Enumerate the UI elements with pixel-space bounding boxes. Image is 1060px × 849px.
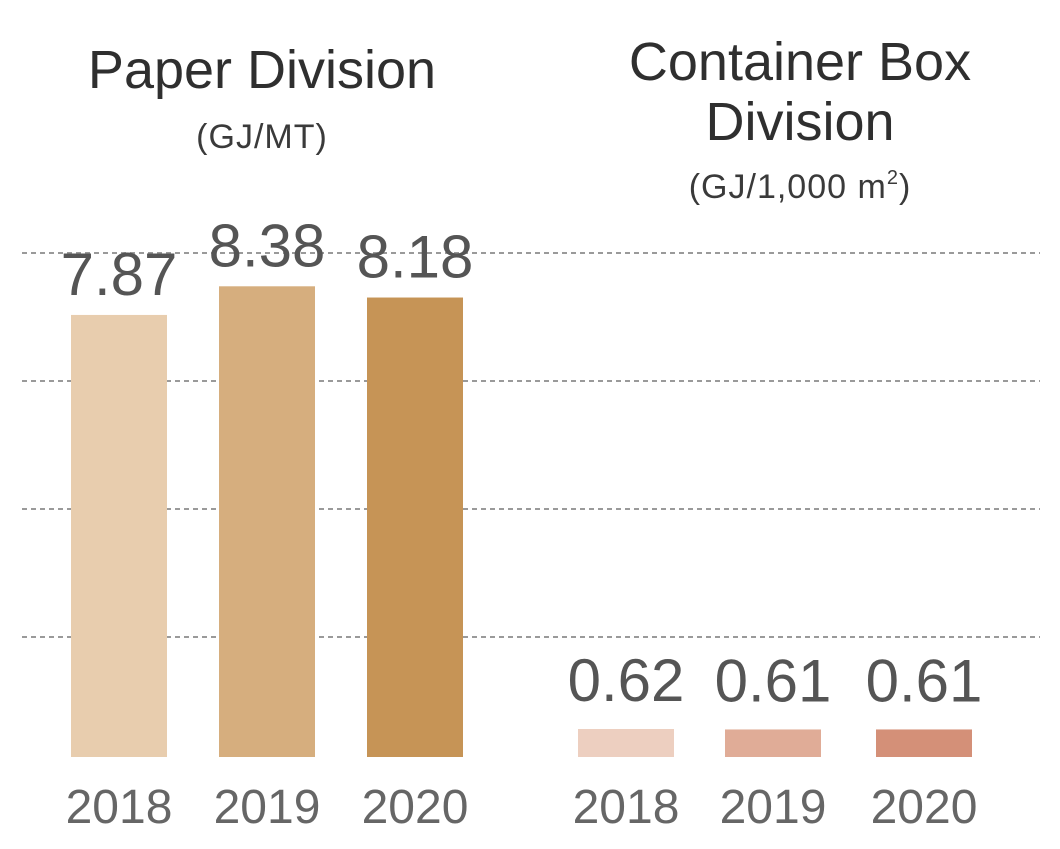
container-box-division-bars: 0.62 2018 0.61 2019 0.61 2020: [568, 647, 983, 834]
gridlines: [22, 252, 1040, 638]
container-box-unit-close: ): [899, 168, 911, 206]
container-box-title-line2: Division: [705, 92, 894, 152]
value-label-2018: 7.87: [61, 241, 178, 308]
category-label-2018: 2018: [573, 781, 680, 834]
bar-2020: [367, 297, 463, 757]
container-box-division-panel: Container Box Division (GJ/1,000 m2) 0.6…: [568, 32, 983, 834]
bar-2019: [219, 286, 315, 757]
container-box-unit-main: (GJ/1,000 m: [689, 168, 887, 206]
container-box-unit: (GJ/1,000 m2): [689, 167, 912, 206]
value-label-2019: 8.38: [209, 212, 326, 279]
category-label-2018: 2018: [66, 781, 173, 834]
bar-2018: [578, 729, 674, 757]
category-label-2019: 2019: [214, 781, 321, 834]
bar-2020: [876, 729, 972, 757]
category-label-2019: 2019: [720, 781, 827, 834]
paper-division-bars: 7.87 2018 8.38 2019 8.18 2020: [61, 212, 474, 834]
value-label-2019: 0.61: [715, 647, 832, 714]
paper-division-title: Paper Division: [88, 40, 436, 100]
value-label-2018: 0.62: [568, 647, 685, 714]
value-label-2020: 8.18: [357, 224, 474, 291]
category-label-2020: 2020: [362, 781, 469, 834]
paper-division-unit: (GJ/MT): [196, 118, 328, 156]
paper-division-panel: Paper Division (GJ/MT) 7.87 2018 8.38 2019 8…: [61, 40, 474, 834]
bar-2018: [71, 314, 167, 757]
category-label-2020: 2020: [871, 781, 978, 834]
container-box-title-line1: Container Box: [629, 32, 971, 92]
container-box-unit-sup: 2: [887, 167, 899, 189]
value-label-2020: 0.61: [866, 647, 983, 714]
bar-2019: [725, 729, 821, 757]
